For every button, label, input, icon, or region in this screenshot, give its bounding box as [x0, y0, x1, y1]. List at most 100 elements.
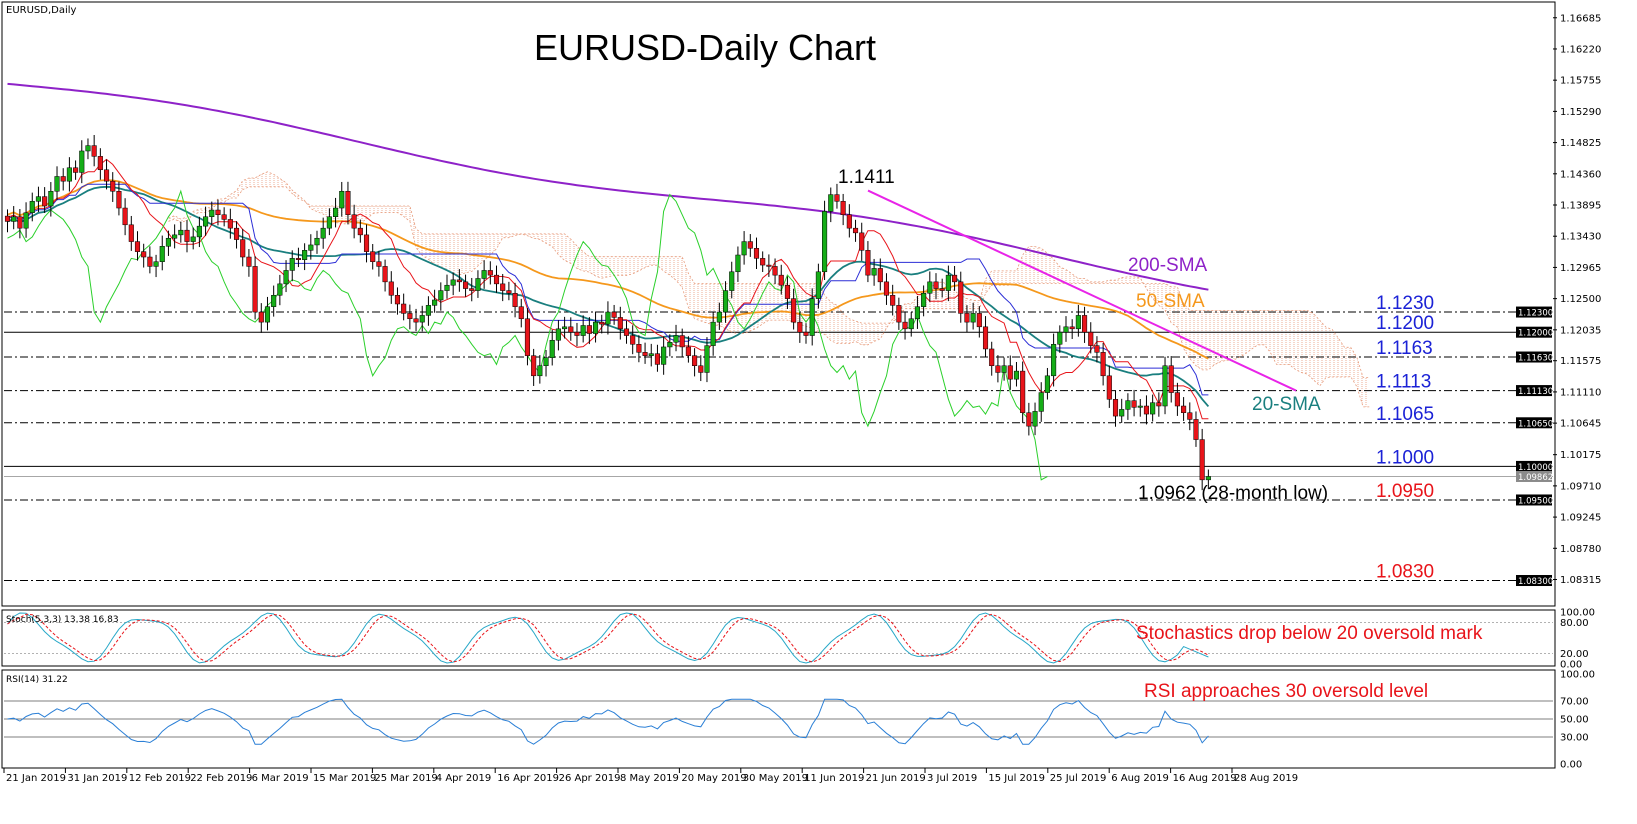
candle-bear — [394, 295, 401, 305]
price-tick-label: 1.12500 — [1560, 294, 1601, 305]
level-tag-text: 1.09500 — [1518, 496, 1553, 506]
candle-bull — [333, 207, 339, 218]
time-tick-label: 30 May 2019 — [743, 773, 808, 784]
candle-bear — [110, 180, 116, 192]
candle-bear — [623, 328, 630, 336]
candle-bull — [339, 190, 345, 209]
candle-bull — [710, 321, 716, 346]
candle-bear — [258, 311, 264, 323]
candle-bull — [970, 313, 976, 323]
candle-bear — [939, 288, 945, 291]
level-tag-text: 1.10000 — [1518, 463, 1553, 473]
candle-bull — [815, 271, 821, 299]
candle-bear — [252, 266, 258, 313]
time-tick-label: 25 Jul 2019 — [1050, 773, 1107, 784]
candle-bear — [865, 250, 871, 276]
candle-bear — [1082, 315, 1088, 333]
candle-bear — [692, 355, 698, 366]
candle-bull — [945, 274, 951, 291]
sma50-label: 50-SMA — [1136, 291, 1205, 312]
candle-bear — [524, 318, 531, 356]
candle-bear — [568, 326, 574, 333]
candle-bear — [586, 325, 592, 334]
time-tick-label: 16 Aug 2019 — [1173, 773, 1237, 784]
symbol-label: EURUSD,Daily — [6, 5, 77, 16]
price-tick-label: 1.09710 — [1560, 481, 1601, 492]
candle-bear — [784, 284, 790, 299]
candle-bear — [642, 352, 648, 356]
stoch-tick-label: 20.00 — [1560, 649, 1589, 660]
candle-bull — [1051, 344, 1057, 377]
candle-bear — [215, 209, 221, 215]
candle-bear — [456, 279, 462, 283]
candle-bear — [1026, 412, 1032, 427]
candle-bear — [982, 326, 989, 350]
candle-bear — [772, 266, 778, 276]
price-tick-label: 1.11110 — [1560, 387, 1601, 398]
candle-bear — [859, 232, 865, 251]
candle-bear — [4, 215, 11, 222]
candle-bear — [531, 355, 537, 377]
candle-bear — [487, 270, 493, 276]
sma200-label: 200-SMA — [1128, 255, 1208, 276]
time-tick-label: 26 Apr 2019 — [559, 773, 621, 784]
level-label: 1.1163 — [1376, 338, 1433, 359]
level-tag-box — [1516, 417, 1552, 429]
candle-bull — [908, 318, 914, 330]
candle-bear — [797, 321, 803, 333]
candle-bull — [35, 196, 42, 202]
price-tick-label: 1.16220 — [1560, 44, 1601, 55]
price-tick-label: 1.08315 — [1560, 575, 1601, 586]
candle-bull — [153, 261, 159, 267]
candle-bull — [196, 225, 202, 238]
candle-bull — [1137, 405, 1143, 408]
candle-bear — [1112, 399, 1119, 417]
candle-bull — [871, 268, 877, 276]
time-tick-label: 12 Feb 2019 — [129, 773, 191, 784]
level-label: 1.1000 — [1376, 447, 1434, 468]
time-tick-label: 28 Aug 2019 — [1234, 773, 1298, 784]
time-tick-label: 6 Mar 2019 — [252, 773, 309, 784]
stochastic-annotation: Stochastics drop below 20 oversold mark — [1136, 623, 1483, 644]
candle-bear — [1106, 375, 1112, 400]
candle-bear — [227, 219, 233, 229]
level-tag-box — [1516, 306, 1552, 318]
candle-bear — [97, 156, 103, 171]
candle-bear — [493, 274, 500, 285]
candle-bear — [128, 224, 134, 242]
candle-bear — [933, 281, 939, 289]
time-tick-label: 11 Jun 2019 — [804, 773, 864, 784]
candle-bull — [450, 279, 456, 286]
senkou-span-a — [168, 171, 1370, 408]
candle-bear — [834, 194, 840, 202]
candle-bull — [927, 281, 933, 294]
price-tick-label: 1.13430 — [1560, 232, 1601, 243]
candle-bull — [271, 295, 277, 307]
level-tag-text: 1.10650 — [1518, 419, 1553, 429]
candle-bull — [562, 326, 568, 330]
level-tag-text: 1.08300 — [1518, 577, 1553, 587]
candle-bear — [698, 365, 704, 373]
candle-bear — [791, 298, 797, 323]
candle-bull — [320, 227, 326, 239]
price-tick-label: 1.11575 — [1560, 356, 1601, 367]
candle-bear — [952, 274, 958, 283]
candle-bull — [178, 229, 184, 236]
time-tick-label: 4 Apr 2019 — [436, 773, 491, 784]
candle-bear — [141, 251, 147, 258]
rsi-tick-label: 100.00 — [1560, 670, 1595, 681]
candle-bear — [574, 331, 580, 336]
current-price-box — [1516, 470, 1552, 482]
candle-bear — [73, 167, 79, 173]
candle-bull — [1125, 400, 1131, 410]
candle-bull — [722, 290, 729, 313]
candle-bear — [1174, 392, 1180, 407]
level-label: 1.1200 — [1376, 313, 1434, 334]
candle-bear — [91, 145, 97, 157]
stoch-k-line — [7, 612, 1209, 664]
candle-bear — [685, 346, 691, 356]
candle-bull — [667, 342, 673, 348]
candle-bull — [809, 298, 815, 336]
candle-bull — [264, 306, 271, 323]
candle-bear — [989, 348, 995, 366]
